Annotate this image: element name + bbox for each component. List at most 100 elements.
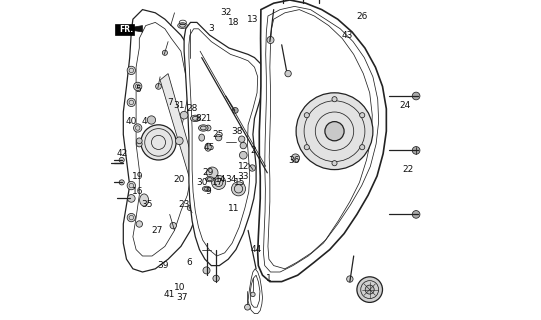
Circle shape xyxy=(141,125,176,160)
FancyBboxPatch shape xyxy=(115,24,134,35)
Text: 14: 14 xyxy=(215,175,227,184)
Circle shape xyxy=(250,292,255,297)
Circle shape xyxy=(304,145,309,150)
Text: 44: 44 xyxy=(250,245,262,254)
Circle shape xyxy=(127,66,135,75)
Text: 15: 15 xyxy=(234,178,246,187)
Circle shape xyxy=(213,275,219,282)
Circle shape xyxy=(207,167,218,179)
Ellipse shape xyxy=(192,196,203,204)
Circle shape xyxy=(162,50,168,55)
Text: 11: 11 xyxy=(228,204,240,212)
Circle shape xyxy=(285,70,291,77)
Text: 24: 24 xyxy=(399,101,411,110)
Circle shape xyxy=(304,113,309,118)
Text: 33: 33 xyxy=(237,172,249,180)
Text: 23: 23 xyxy=(179,200,190,209)
Circle shape xyxy=(296,93,373,170)
Ellipse shape xyxy=(205,143,212,151)
Text: 6: 6 xyxy=(186,258,192,267)
Ellipse shape xyxy=(206,177,214,182)
Circle shape xyxy=(240,142,247,149)
Circle shape xyxy=(249,165,255,171)
Circle shape xyxy=(412,147,420,154)
Circle shape xyxy=(134,124,142,132)
Text: 13: 13 xyxy=(247,15,259,24)
Circle shape xyxy=(347,276,353,282)
Ellipse shape xyxy=(177,23,187,28)
Ellipse shape xyxy=(202,186,210,191)
Text: 12: 12 xyxy=(237,162,249,171)
Text: 32: 32 xyxy=(220,8,232,17)
Circle shape xyxy=(233,108,238,113)
Circle shape xyxy=(147,116,156,124)
Text: 9: 9 xyxy=(205,188,211,196)
Circle shape xyxy=(360,113,365,118)
Text: 7: 7 xyxy=(167,98,173,107)
Text: 4: 4 xyxy=(141,117,147,126)
Circle shape xyxy=(357,277,382,302)
Circle shape xyxy=(175,137,183,145)
Text: 26: 26 xyxy=(356,12,367,20)
Text: 34: 34 xyxy=(225,175,236,184)
Text: 16: 16 xyxy=(132,188,143,196)
Text: 10: 10 xyxy=(174,284,185,292)
Circle shape xyxy=(119,180,124,185)
Circle shape xyxy=(170,222,176,229)
Ellipse shape xyxy=(199,134,204,141)
Ellipse shape xyxy=(140,194,149,206)
PathPatch shape xyxy=(123,10,203,272)
Text: 39: 39 xyxy=(157,261,169,270)
Text: 21: 21 xyxy=(201,114,212,123)
Circle shape xyxy=(128,195,135,202)
Circle shape xyxy=(127,98,135,107)
Text: 8: 8 xyxy=(196,114,201,123)
Circle shape xyxy=(212,175,226,189)
Text: 19: 19 xyxy=(132,172,143,180)
Text: 40: 40 xyxy=(126,117,137,126)
PathPatch shape xyxy=(160,74,200,192)
Circle shape xyxy=(127,181,135,190)
Circle shape xyxy=(412,92,420,100)
Text: 27: 27 xyxy=(151,226,163,235)
Circle shape xyxy=(325,122,344,141)
Circle shape xyxy=(127,213,135,222)
Circle shape xyxy=(187,205,193,211)
Circle shape xyxy=(240,151,247,159)
Text: 5: 5 xyxy=(135,85,141,94)
Circle shape xyxy=(136,141,142,147)
PathPatch shape xyxy=(184,22,264,266)
Circle shape xyxy=(215,134,222,141)
Circle shape xyxy=(205,125,211,131)
Circle shape xyxy=(239,136,245,142)
Circle shape xyxy=(267,36,274,44)
Ellipse shape xyxy=(190,115,200,122)
Text: 38: 38 xyxy=(231,127,243,136)
Text: 45: 45 xyxy=(204,143,215,152)
Circle shape xyxy=(156,84,161,89)
Circle shape xyxy=(332,97,337,102)
PathPatch shape xyxy=(258,0,386,282)
Circle shape xyxy=(203,267,210,274)
PathPatch shape xyxy=(123,26,142,32)
Text: 42: 42 xyxy=(116,149,127,158)
Text: 41: 41 xyxy=(164,290,175,299)
Circle shape xyxy=(134,82,142,91)
Circle shape xyxy=(232,182,246,196)
Text: 29: 29 xyxy=(202,168,214,177)
Text: 17: 17 xyxy=(212,178,223,187)
Circle shape xyxy=(136,221,142,227)
Circle shape xyxy=(291,154,300,162)
Text: 31: 31 xyxy=(174,101,185,110)
Circle shape xyxy=(412,211,420,218)
Text: 25: 25 xyxy=(212,130,223,139)
Circle shape xyxy=(360,145,365,150)
Text: 22: 22 xyxy=(403,165,414,174)
Text: 1: 1 xyxy=(266,274,272,283)
Text: 35: 35 xyxy=(142,200,153,209)
Text: 43: 43 xyxy=(341,31,353,40)
Text: 37: 37 xyxy=(177,293,188,302)
Text: FR.: FR. xyxy=(120,25,134,34)
Text: 20: 20 xyxy=(174,175,185,184)
Text: 2: 2 xyxy=(250,146,256,155)
